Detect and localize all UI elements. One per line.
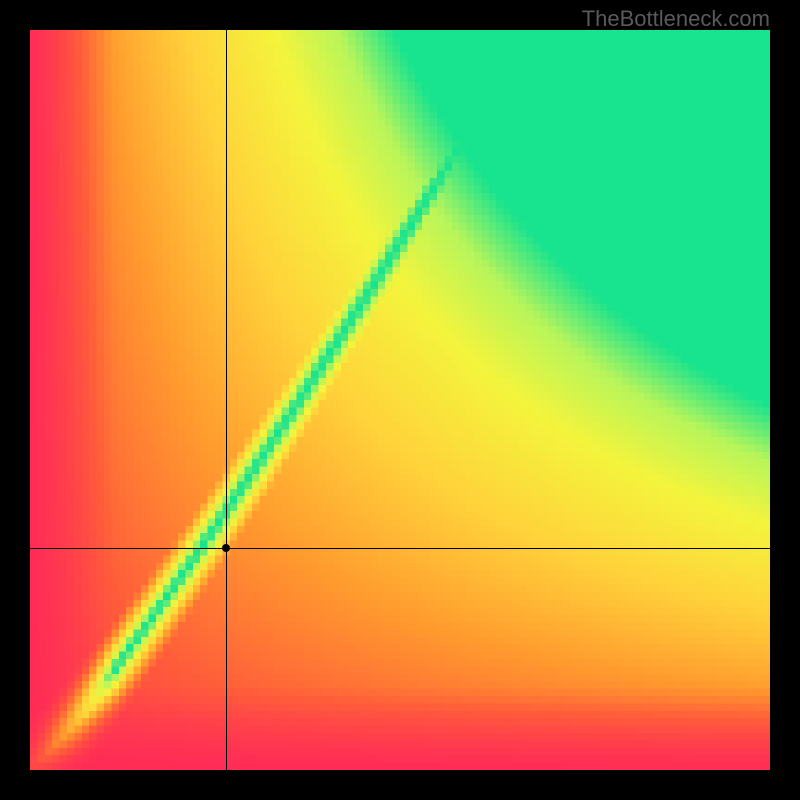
watermark-text: TheBottleneck.com <box>582 6 770 32</box>
crosshair-horizontal <box>30 548 770 549</box>
chart-container: TheBottleneck.com <box>0 0 800 800</box>
bottleneck-heatmap <box>30 30 770 770</box>
crosshair-vertical <box>226 30 227 770</box>
crosshair-marker <box>222 544 230 552</box>
